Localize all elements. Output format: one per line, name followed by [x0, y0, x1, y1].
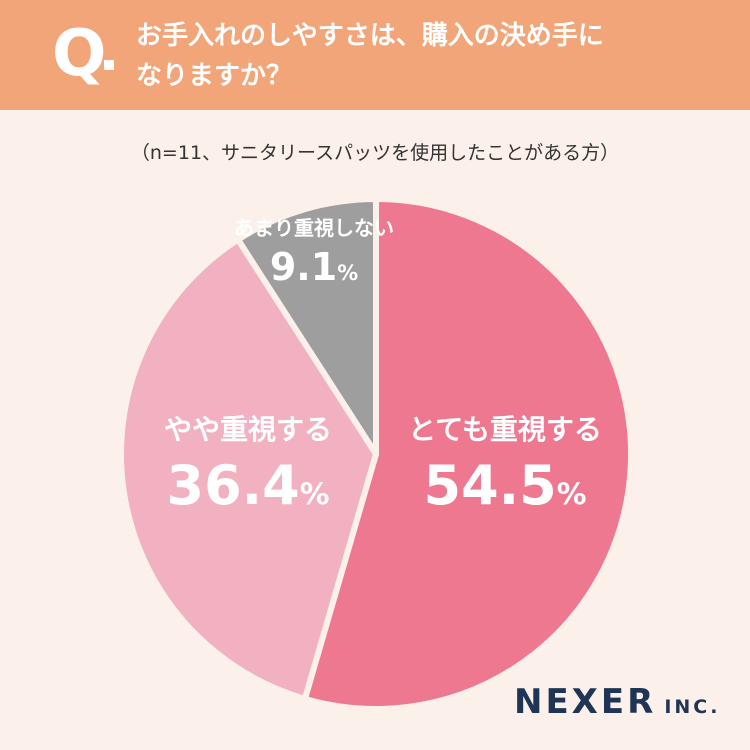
slice-value-not-very-important: 9.1%: [269, 245, 359, 289]
slice-category-somewhat-important: やや重視する: [163, 413, 332, 446]
question-header: Q お手入れのしやすさは、購入の決め手に なりますか？: [0, 0, 750, 110]
slice-label-very-important: とても重視する 54.5%: [380, 408, 630, 517]
pie-slice-very-important: [301, 196, 634, 712]
slice-value-somewhat-important: 36.4%: [166, 454, 330, 517]
slice-value-very-important: 54.5%: [423, 454, 587, 517]
question-text: お手入れのしやすさは、購入の決め手に なりますか？: [136, 16, 736, 96]
pie-slice-not-very-important: [235, 196, 379, 457]
slice-label-somewhat-important: やや重視する 36.4%: [128, 408, 368, 517]
question-mark: Q: [52, 17, 107, 91]
logo-name: NEXER: [514, 682, 657, 722]
logo-suffix: INC.: [664, 696, 721, 718]
question-line-2: なりますか？: [136, 61, 293, 91]
nexer-logo: NEXER INC.: [514, 682, 720, 722]
slice-label-not-very-important: あまり重視しない 9.1%: [214, 212, 414, 289]
sample-note: （n=11、サニタリースパッツを使用したことがある方）: [130, 142, 620, 164]
question-mark-dot: [104, 60, 114, 70]
pie-slice-somewhat-important: [118, 236, 379, 702]
slice-category-very-important: とても重視する: [408, 413, 602, 446]
question-line-1: お手入れのしやすさは、購入の決め手に: [136, 21, 604, 51]
slice-category-not-very-important: あまり重視しない: [234, 216, 394, 240]
